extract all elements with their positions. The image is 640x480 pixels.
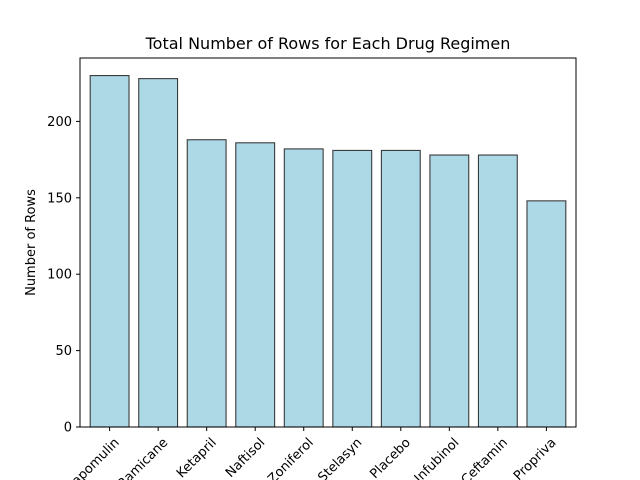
- bar-stelasyn: [332, 149, 373, 428]
- bars-group: [89, 75, 567, 428]
- bar-naftisol: [235, 142, 276, 428]
- bar-ramicane: [138, 78, 179, 428]
- y-tick-label-150: 150: [47, 191, 72, 206]
- bar-ceftamin: [477, 154, 518, 428]
- bar-ketapril: [186, 139, 227, 428]
- bar-zoniferol: [283, 148, 324, 428]
- y-axis-ticks: 0 50 100 150 200: [47, 115, 80, 436]
- bar-placebo: [380, 149, 421, 428]
- chart-title: Total Number of Rows for Each Drug Regim…: [145, 34, 511, 53]
- y-tick-label-200: 200: [47, 115, 72, 130]
- bar-propriva: [526, 200, 567, 428]
- y-axis-label: Number of Rows: [24, 189, 39, 296]
- bar-capomulin: [89, 75, 130, 428]
- plot-frame: [79, 57, 577, 428]
- y-tick-label-50: 50: [55, 344, 72, 359]
- y-tick-label-100: 100: [47, 268, 72, 283]
- y-tick-label-0: 0: [64, 421, 72, 436]
- bar-infubinol: [429, 154, 470, 428]
